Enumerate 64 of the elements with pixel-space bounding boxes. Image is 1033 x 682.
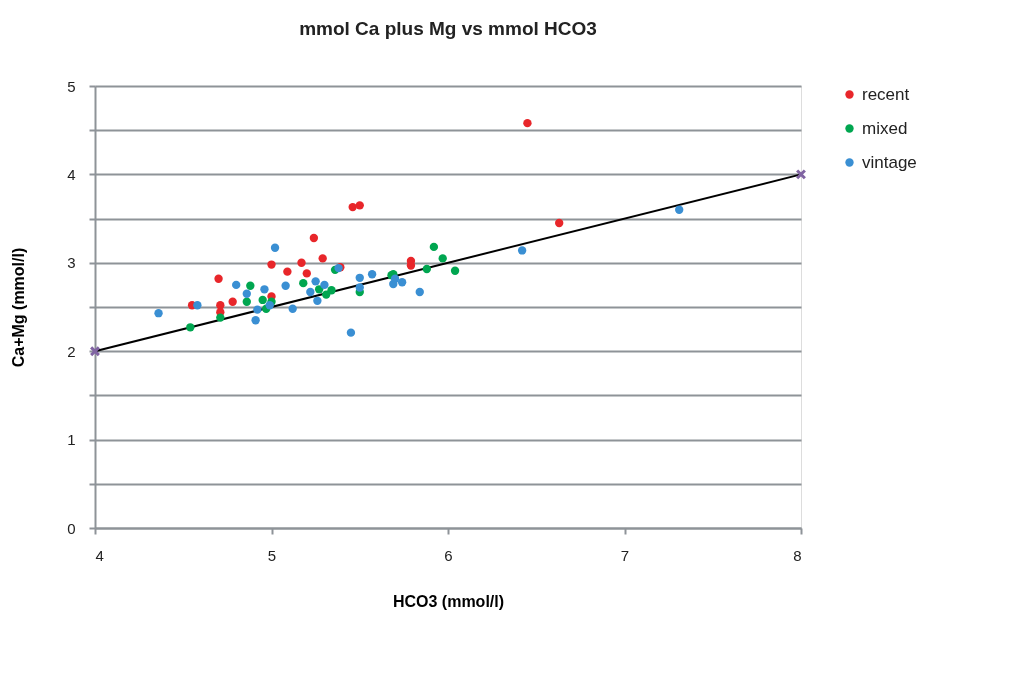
point [193,301,202,310]
point [228,297,237,306]
point [306,287,315,297]
point [297,258,306,267]
point [253,305,262,314]
y-tick-label: 2 [67,342,76,360]
point [251,316,260,325]
point [422,264,431,274]
point [260,285,269,294]
point [242,297,251,306]
point [281,281,290,290]
point [415,287,424,297]
point [320,280,329,290]
y-tick-label: 1 [67,431,76,449]
point [390,274,400,283]
point [555,218,564,228]
chart-title: mmol Ca plus Mg vs mmol HCO3 [299,18,597,39]
point [346,328,356,337]
point [283,267,292,276]
x-tick-label: 4 [95,546,104,564]
y-tick-label: 0 [67,519,76,537]
point [795,169,807,180]
point [311,277,320,286]
point [299,278,308,288]
point [258,295,267,305]
point [267,260,276,269]
point [186,323,195,332]
point [397,278,407,287]
point [438,254,447,263]
point [327,286,336,295]
y-tick-label: 3 [67,254,76,272]
y-axis-title: Ca+Mg (mmol/l) [10,247,28,368]
x-tick-label: 8 [793,546,802,564]
legend-label: vintage [862,152,917,172]
point [216,313,225,322]
legend-label: mixed [862,118,908,138]
x-tick-label: 5 [267,546,277,564]
point [675,205,684,214]
x-tick-label: 7 [620,546,630,564]
x-axis-title: HCO3 (mmol/l) [392,592,505,610]
point [517,246,527,255]
y-tick-label: 5 [67,77,76,95]
point [348,202,357,212]
legend-label: recent [862,84,910,104]
point [232,280,241,290]
point [302,269,311,278]
y-tick-label: 4 [67,165,76,183]
point [242,289,251,298]
point [246,281,255,290]
point [523,118,532,128]
point [429,242,439,252]
point [355,201,364,210]
point [270,243,280,252]
point [355,273,364,282]
point [313,296,322,305]
point [214,274,223,283]
point [154,309,163,318]
point [450,266,460,275]
x-tick-label: 6 [444,546,453,564]
point [318,254,327,263]
point [288,304,297,313]
point [309,233,319,243]
point [355,283,364,292]
point [367,270,377,279]
